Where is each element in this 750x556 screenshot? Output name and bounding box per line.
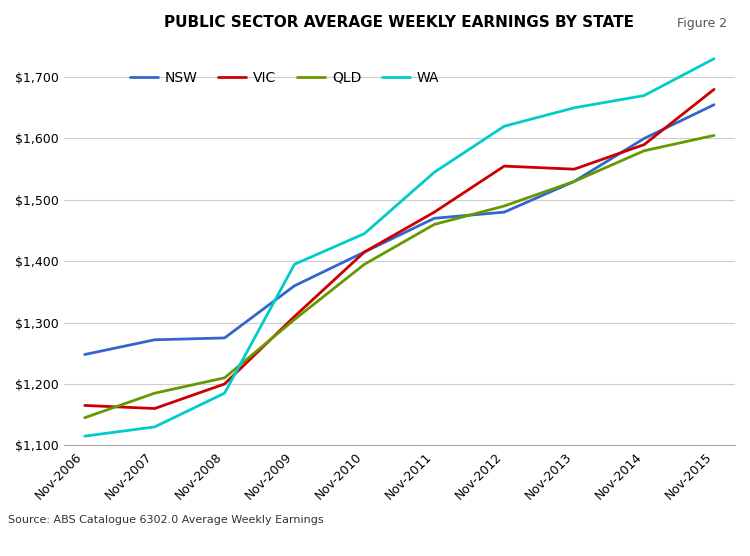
WA [290,261,299,267]
Line: QLD: QLD [85,136,714,418]
NSW [360,249,369,255]
NSW [570,178,579,185]
VIC [710,86,718,93]
NSW [80,351,89,358]
VIC [360,249,369,255]
VIC [80,402,89,409]
WA [80,433,89,439]
QLD [150,390,159,396]
QLD [500,203,508,210]
QLD [290,316,299,323]
NSW [220,335,229,341]
VIC [500,163,508,170]
NSW [640,135,649,142]
VIC [640,141,649,148]
NSW [710,101,718,108]
Legend: NSW, VIC, QLD, WA: NSW, VIC, QLD, WA [124,66,445,91]
Line: VIC: VIC [85,90,714,409]
WA [220,390,229,396]
WA [150,424,159,430]
QLD [640,147,649,154]
WA [570,105,579,111]
QLD [570,178,579,185]
NSW [430,215,439,222]
VIC [430,209,439,216]
Text: Source: ABS Catalogue 6302.0 Average Weekly Earnings: Source: ABS Catalogue 6302.0 Average Wee… [8,515,323,525]
Text: Figure 2: Figure 2 [677,17,728,29]
NSW [290,282,299,289]
VIC [570,166,579,172]
NSW [150,336,159,343]
WA [430,169,439,176]
NSW [500,209,508,216]
WA [500,123,508,130]
VIC [220,381,229,388]
WA [640,92,649,99]
Line: WA: WA [85,59,714,436]
VIC [290,313,299,320]
QLD [220,375,229,381]
WA [710,56,718,62]
Line: NSW: NSW [85,105,714,355]
QLD [80,414,89,421]
QLD [430,221,439,228]
QLD [710,132,718,139]
QLD [360,261,369,267]
WA [360,230,369,237]
Title: PUBLIC SECTOR AVERAGE WEEKLY EARNINGS BY STATE: PUBLIC SECTOR AVERAGE WEEKLY EARNINGS BY… [164,15,634,30]
VIC [150,405,159,412]
